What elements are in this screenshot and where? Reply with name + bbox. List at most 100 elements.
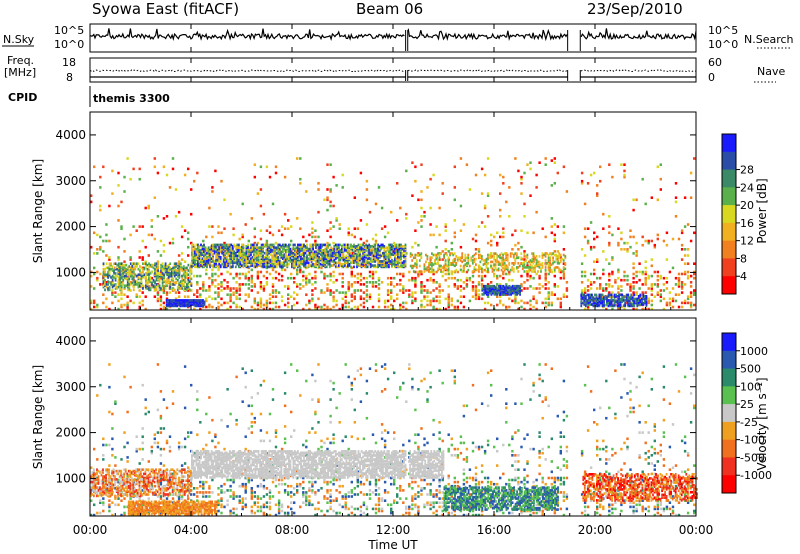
data-pixel (383, 258, 386, 262)
data-pixel (284, 251, 287, 255)
data-pixel (290, 272, 293, 276)
data-pixel (493, 287, 496, 291)
data-pixel (230, 257, 233, 260)
data-pixel (607, 295, 610, 298)
data-pixel (443, 253, 445, 257)
data-pixel (473, 260, 476, 264)
data-pixel (502, 227, 505, 230)
data-pixel (456, 285, 459, 288)
data-pixel (594, 297, 596, 301)
data-pixel (253, 163, 256, 166)
data-pixel (239, 250, 242, 254)
data-pixel (517, 287, 520, 291)
data-pixel (146, 278, 149, 282)
data-pixel (259, 305, 263, 309)
data-pixel (132, 262, 135, 265)
data-pixel (283, 243, 286, 247)
data-pixel (275, 246, 278, 249)
data-pixel (105, 254, 108, 257)
data-pixel (534, 266, 536, 269)
data-pixel (583, 303, 586, 306)
data-pixel (134, 280, 137, 283)
data-pixel (303, 251, 305, 255)
data-pixel (377, 253, 380, 256)
data-pixel (104, 270, 106, 274)
data-pixel (129, 299, 132, 303)
data-pixel (160, 269, 162, 272)
data-pixel (350, 245, 352, 248)
data-pixel (268, 225, 272, 228)
data-pixel (298, 254, 301, 258)
data-pixel (201, 260, 204, 263)
data-pixel (157, 284, 159, 287)
data-pixel (674, 293, 678, 296)
data-pixel (176, 274, 179, 278)
data-pixel (319, 245, 322, 248)
data-pixel (182, 267, 185, 271)
data-pixel (362, 276, 366, 280)
data-pixel (459, 204, 463, 208)
data-pixel (189, 277, 191, 281)
data-pixel (484, 289, 487, 292)
data-pixel (353, 281, 356, 284)
data-pixel (238, 258, 240, 262)
data-pixel (250, 268, 253, 272)
data-pixel (371, 237, 375, 241)
data-pixel (303, 257, 305, 260)
data-pixel (291, 262, 293, 266)
data-pixel (384, 261, 387, 265)
data-pixel (228, 243, 231, 247)
data-pixel (619, 303, 622, 306)
data-pixel (228, 246, 231, 249)
data-pixel (338, 247, 340, 251)
data-pixel (321, 258, 324, 262)
data-pixel (262, 254, 264, 258)
data-pixel (181, 277, 184, 281)
data-pixel (192, 258, 195, 262)
data-pixel (368, 253, 371, 256)
data-pixel (218, 262, 221, 266)
data-pixel (447, 263, 450, 266)
data-pixel (193, 300, 195, 304)
data-pixel (414, 291, 417, 294)
data-pixel (600, 295, 602, 298)
data-pixel (339, 250, 342, 254)
data-pixel (208, 285, 211, 288)
freq-right-top: 60 (708, 56, 722, 69)
data-pixel (239, 247, 242, 251)
data-pixel (486, 192, 490, 195)
data-pixel (347, 243, 349, 247)
data-pixel (225, 261, 228, 265)
data-pixel (611, 258, 614, 261)
data-pixel (289, 260, 292, 263)
data-pixel (526, 270, 529, 273)
data-pixel (220, 281, 223, 284)
data-pixel (509, 252, 512, 255)
data-pixel (417, 252, 420, 255)
data-pixel (173, 270, 176, 274)
data-pixel (254, 261, 257, 265)
data-pixel (541, 262, 544, 265)
data-pixel (356, 305, 359, 309)
data-pixel (242, 246, 245, 249)
data-pixel (119, 262, 122, 265)
data-pixel (444, 229, 447, 232)
data-pixel (639, 293, 642, 297)
data-pixel (197, 262, 199, 266)
data-pixel (344, 258, 346, 262)
data-pixel (341, 186, 344, 189)
data-pixel (102, 274, 105, 278)
data-pixel (194, 303, 197, 306)
data-pixel (316, 257, 319, 260)
data-pixel (474, 173, 478, 177)
data-pixel (432, 278, 435, 282)
data-pixel (201, 265, 204, 269)
data-pixel (296, 272, 299, 276)
data-pixel (247, 278, 250, 282)
data-pixel (277, 262, 280, 266)
data-pixel (516, 290, 518, 293)
data-pixel (677, 276, 681, 280)
data-pixel (181, 287, 184, 290)
data-pixel (160, 274, 162, 278)
data-pixel (294, 261, 296, 265)
